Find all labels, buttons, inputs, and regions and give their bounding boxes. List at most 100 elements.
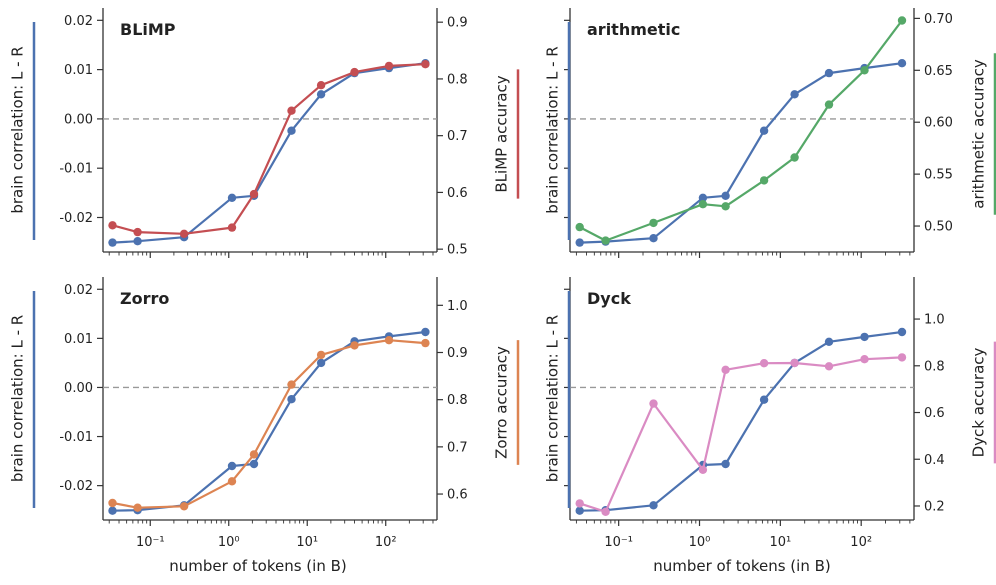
brain-correlation-series-point xyxy=(824,68,834,78)
accuracy-series-point xyxy=(860,355,869,364)
brain-correlation-series-point xyxy=(897,327,907,337)
accuracy-series-point xyxy=(421,338,430,348)
brain-correlation-series-point xyxy=(721,191,730,200)
brain-correlation-series-point xyxy=(824,337,834,346)
accuracy-series-point xyxy=(384,61,394,71)
accuracy-series-point xyxy=(721,202,730,211)
x-tick-label: 10² xyxy=(375,535,397,550)
brain-correlation-series-point xyxy=(421,327,430,337)
brain-correlation-series-point xyxy=(287,126,296,135)
right-tick-label: 0.5 xyxy=(447,243,468,258)
brain-correlation-series-point xyxy=(227,461,237,471)
right-tick-label: 0.8 xyxy=(924,359,945,374)
brain-correlation-series-point xyxy=(860,332,869,342)
accuracy-series-point xyxy=(316,350,326,360)
right-tick-label: 0.55 xyxy=(924,168,953,183)
brain-correlation-series-line xyxy=(579,330,903,512)
accuracy-series-point xyxy=(790,358,799,368)
accuracy-series-point xyxy=(249,189,259,199)
right-y-axis-label: Dyck accuracy xyxy=(970,347,988,457)
left-tick-label: 0.00 xyxy=(64,381,93,396)
brain-correlation-series-point xyxy=(649,501,658,510)
x-tick-label: 10¹ xyxy=(296,535,318,550)
brain-correlation-series-point xyxy=(698,193,708,202)
accuracy-series-point xyxy=(575,499,584,508)
left-tick-label: 0.01 xyxy=(64,63,93,78)
panel-title: Zorro xyxy=(120,289,169,308)
right-tick-label: 0.8 xyxy=(447,72,468,87)
accuracy-series-point xyxy=(721,365,730,374)
accuracy-series-point xyxy=(108,498,117,508)
right-tick-label: 0.60 xyxy=(924,116,953,131)
accuracy-series-point xyxy=(698,465,708,474)
brain-correlation-series-point xyxy=(649,234,658,243)
accuracy-series-point xyxy=(384,336,394,345)
right-y-axis-label: Zorro accuracy xyxy=(493,346,511,459)
right-tick-label: 0.7 xyxy=(447,440,468,455)
right-tick-label: 0.6 xyxy=(447,186,468,201)
brain-correlation-series-point xyxy=(759,395,769,404)
accuracy-series-point xyxy=(790,153,799,162)
right-tick-label: 0.50 xyxy=(924,220,953,235)
x-axis-label: number of tokens (in B) xyxy=(169,557,347,575)
right-y-axis-label: BLiMP accuracy xyxy=(493,75,511,192)
right-tick-label: 0.9 xyxy=(447,346,468,361)
x-tick-label: 10¹ xyxy=(769,535,791,550)
left-tick-label: -0.01 xyxy=(59,430,93,445)
accuracy-series-line xyxy=(112,339,426,509)
brain-correlation-series-point xyxy=(790,90,799,99)
panel-title: arithmetic xyxy=(587,20,680,39)
left-tick-label: -0.01 xyxy=(59,162,93,177)
accuracy-series-point xyxy=(287,106,296,115)
brain-correlation-series-point xyxy=(249,459,259,469)
accuracy-series-point xyxy=(179,229,189,238)
accuracy-series-point xyxy=(575,222,584,232)
accuracy-series-line xyxy=(112,63,426,235)
right-tick-label: 0.6 xyxy=(924,406,945,421)
left-tick-label: 0.00 xyxy=(64,112,93,127)
panel-title: BLiMP xyxy=(120,20,176,39)
right-tick-label: 0.7 xyxy=(447,129,468,144)
accuracy-series-point xyxy=(249,450,259,459)
accuracy-series-point xyxy=(350,341,359,350)
accuracy-series-line xyxy=(579,19,903,242)
accuracy-series-point xyxy=(227,223,237,232)
left-y-axis-label: brain correlation: L - R xyxy=(544,315,562,482)
accuracy-series-point xyxy=(759,176,769,185)
x-axis-label: number of tokens (in B) xyxy=(653,557,831,575)
brain-correlation-series-point xyxy=(721,459,730,469)
accuracy-series-point xyxy=(860,66,869,75)
accuracy-series-point xyxy=(350,67,359,77)
right-tick-label: 0.65 xyxy=(924,64,953,79)
accuracy-series-point xyxy=(108,221,117,230)
accuracy-series-point xyxy=(133,227,142,237)
right-tick-label: 0.8 xyxy=(447,393,468,408)
left-tick-label: 0.02 xyxy=(64,14,93,29)
panel-arithmetic: 0.50 0.55 0.60 0.65 0.70 arithmetic brain corr… xyxy=(544,8,996,258)
x-tick-label: 10⁻¹ xyxy=(136,535,165,550)
panel-blimp: -0.02 -0.01 0.00 0.01 0.02 0.5 0.6 0.7 0.8 0.9 BLi… xyxy=(9,8,520,258)
brain-correlation-series-line xyxy=(112,62,426,244)
accuracy-series-point xyxy=(649,399,658,408)
left-tick-label: 0.01 xyxy=(64,332,93,347)
x-tick-label: 10⁰ xyxy=(218,535,240,550)
left-y-axis-label: brain correlation: L - R xyxy=(544,46,562,213)
brain-correlation-series-point xyxy=(227,193,237,202)
right-tick-label: 0.4 xyxy=(924,453,945,468)
right-y-axis-label: arithmetic accuracy xyxy=(970,59,988,209)
accuracy-series-point xyxy=(287,380,296,389)
accuracy-series-point xyxy=(897,353,907,362)
accuracy-series-line xyxy=(579,356,903,513)
right-tick-label: 1.0 xyxy=(924,313,945,328)
accuracy-series-point xyxy=(421,59,430,69)
right-tick-label: 0.2 xyxy=(924,499,945,514)
left-y-axis-label: brain correlation: L - R xyxy=(9,315,27,482)
brain-correlation-series-point xyxy=(133,237,142,246)
accuracy-series-point xyxy=(897,16,907,25)
accuracy-series-point xyxy=(601,236,610,245)
panel-dyck: 0.2 0.4 0.6 0.8 1.0 10⁻¹ 10⁰ 10¹ 10² Dyck brain co… xyxy=(544,277,996,575)
left-tick-label: -0.02 xyxy=(59,211,93,226)
brain-correlation-series-point xyxy=(575,238,584,247)
accuracy-series-point xyxy=(759,359,769,368)
panel-zorro: -0.02 -0.01 0.00 0.01 0.02 0.6 0.7 0.8 0.9 1.0 10⁻… xyxy=(9,277,520,575)
